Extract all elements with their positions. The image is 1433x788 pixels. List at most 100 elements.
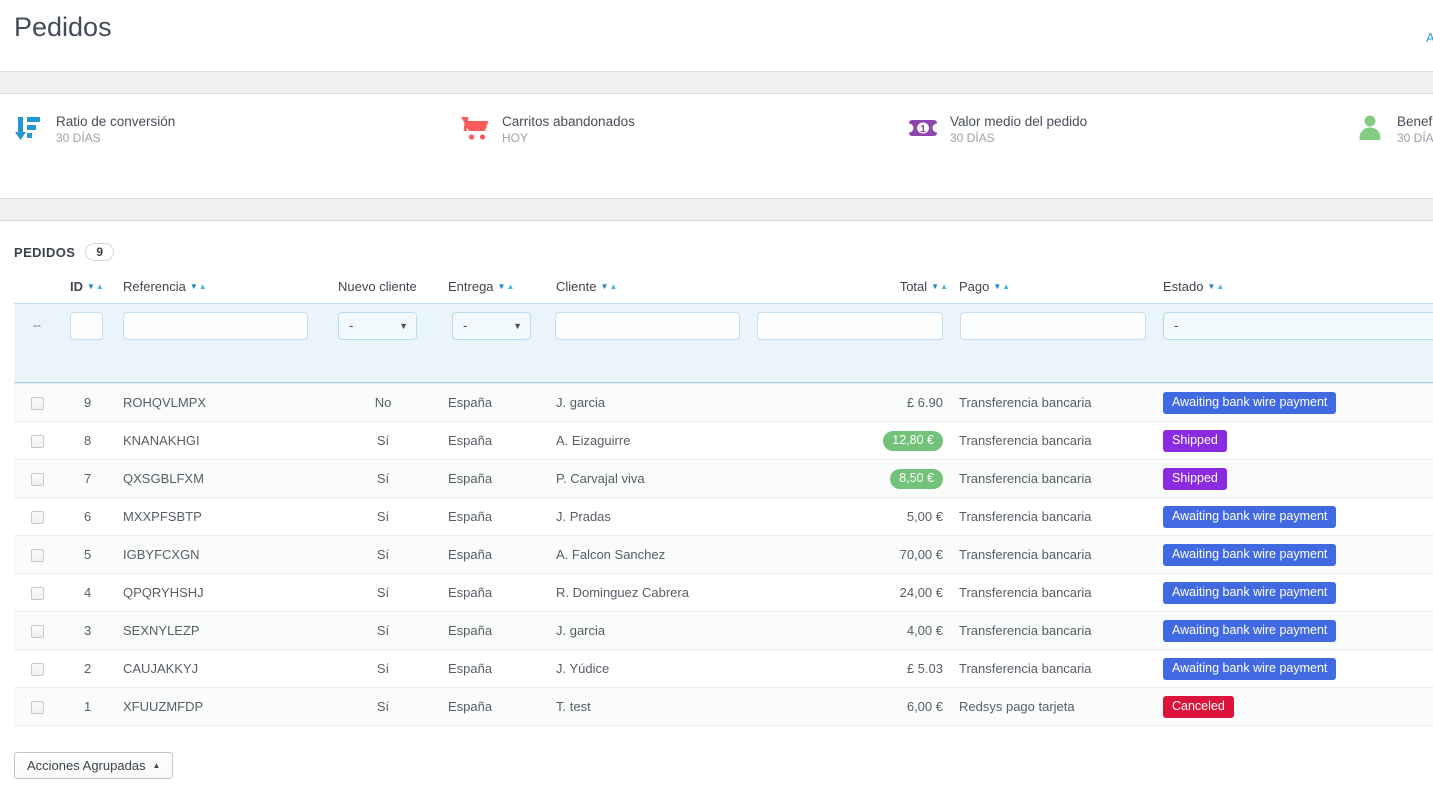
kpi-average-order-value[interactable]: 1 Valor medio del pedido 30 DÍAS (908, 113, 1087, 146)
bulk-actions-button[interactable]: Acciones Agrupadas ▲ (14, 752, 174, 779)
customer-name: R. Dominguez Cabrera (556, 585, 689, 600)
order-reference: ROHQVLMPX (123, 395, 207, 410)
column-header-id[interactable]: ID ▼▲ (70, 278, 104, 294)
sort-desc-icon[interactable]: ▼ (1207, 281, 1216, 291)
sort-desc-icon[interactable]: ▼ (87, 281, 95, 291)
sort-icons[interactable]: ▼▲ (87, 279, 104, 294)
new-customer-value: Sí (376, 585, 390, 600)
new-customer-value: Sí (376, 471, 390, 486)
column-header-delivery[interactable]: Entrega ▼▲ (448, 278, 515, 294)
sort-asc-icon[interactable]: ▲ (506, 281, 515, 291)
column-header-payment[interactable]: Pago ▼▲ (959, 278, 1011, 294)
sort-desc-icon[interactable]: ▼ (600, 281, 609, 291)
sort-desc-icon[interactable]: ▼ (497, 281, 506, 291)
chevron-down-icon: ▼ (513, 321, 522, 331)
delivery-country: España (448, 699, 493, 714)
kpi-label: Valor medio del pedido (950, 114, 1088, 129)
column-header-status[interactable]: Estado ▼▲ (1163, 278, 1225, 294)
table-row[interactable]: 7 QXSGBLFXM Sí España P. Carvajal viva 8… (14, 459, 1433, 497)
kpi-abandoned-carts[interactable]: Carritos abandonados HOY (460, 113, 635, 146)
row-checkbox[interactable] (31, 397, 44, 411)
kpi-net-profit[interactable]: Beneficio neto por visitante 30 DÍAS (1355, 113, 1433, 146)
table-header-row: ID ▼▲ Referencia ▼▲ Nuevo cliente Entrega ▼… (14, 269, 1433, 303)
order-total: 12,80 € (883, 430, 943, 451)
table-row[interactable]: 2 CAUJAKKYJ Sí España J. Yúdice £ 5.03 T… (14, 649, 1433, 687)
sort-icons[interactable]: ▼▲ (993, 279, 1010, 294)
kpi-sublabel: 30 DÍAS (56, 131, 101, 145)
row-checkbox[interactable] (31, 473, 44, 487)
page-title: Pedidos (14, 12, 112, 42)
sort-desc-icon[interactable]: ▼ (993, 281, 1002, 291)
divider-band (0, 198, 1433, 221)
filter-select-all[interactable]: -- (33, 318, 41, 332)
sort-asc-icon[interactable]: ▲ (609, 281, 618, 291)
sort-asc-icon[interactable]: ▲ (940, 281, 948, 291)
sort-asc-icon[interactable]: ▲ (1216, 281, 1225, 291)
column-header-total[interactable]: Total ▼▲ (899, 278, 948, 294)
order-reference: QPQRYHSHJ (123, 585, 204, 600)
payment-method: Transferencia bancaria (959, 547, 1092, 562)
sort-icons[interactable]: ▼▲ (190, 279, 207, 294)
status-badge: Shipped (1163, 467, 1227, 490)
cart-icon (461, 117, 489, 140)
status-badge: Shipped (1163, 429, 1227, 452)
status-badge: Awaiting bank wire payment (1163, 657, 1337, 680)
table-row[interactable]: 1 XFUUZMFDP Sí España T. test 6,00 € Red… (14, 687, 1433, 725)
kpi-label: Beneficio neto por visitante (1397, 114, 1433, 129)
column-header-reference[interactable]: Referencia ▼▲ (123, 278, 207, 294)
payment-method: Transferencia bancaria (959, 395, 1092, 410)
sort-desc-icon[interactable]: ▼ (189, 281, 198, 291)
row-checkbox[interactable] (31, 511, 44, 525)
row-checkbox[interactable] (31, 625, 44, 639)
kpi-sublabel: 30 DÍAS (950, 131, 995, 145)
row-checkbox[interactable] (31, 549, 44, 563)
customer-name: P. Carvajal viva (556, 471, 645, 486)
order-id: 3 (84, 623, 92, 638)
sort-icons[interactable]: ▼▲ (1207, 279, 1224, 294)
filter-delivery-select[interactable]: - ▼ (452, 312, 531, 340)
table-row[interactable]: 8 KNANAKHGI Sí España A. Eizaguirre 12,8… (14, 421, 1433, 459)
status-badge: Awaiting bank wire payment (1163, 543, 1337, 566)
sort-icons[interactable]: ▼▲ (931, 279, 948, 294)
filter-reference-input[interactable] (123, 312, 308, 340)
filter-payment-input[interactable] (960, 312, 1146, 340)
order-id: 7 (84, 471, 92, 486)
table-row[interactable]: 9 ROHQVLMPX No España J. garcia £ 6.90 T… (14, 383, 1433, 421)
row-checkbox[interactable] (31, 587, 44, 601)
filter-status-select[interactable]: - ▼ (1163, 312, 1433, 340)
customer-name: J. garcia (556, 395, 606, 410)
filter-total-input[interactable] (757, 312, 943, 340)
table-row[interactable]: 5 IGBYFCXGN Sí España A. Falcon Sanchez … (14, 535, 1433, 573)
table-body: 9 ROHQVLMPX No España J. garcia £ 6.90 T… (14, 383, 1433, 726)
customer-name: J. Yúdice (556, 661, 610, 676)
customer-name: J. Pradas (556, 509, 611, 524)
sort-asc-icon[interactable]: ▲ (1002, 281, 1011, 291)
chevron-up-icon: ▲ (152, 761, 161, 770)
table-row[interactable]: 4 QPQRYHSHJ Sí España R. Dominguez Cabre… (14, 573, 1433, 611)
kpi-conversion-rate[interactable]: Ratio de conversión 30 DÍAS (14, 113, 175, 146)
row-checkbox[interactable] (31, 701, 44, 715)
delivery-country: España (448, 471, 493, 486)
table-row[interactable]: 3 SEXNYLEZP Sí España J. garcia 4,00 € T… (14, 611, 1433, 649)
payment-method: Transferencia bancaria (959, 623, 1092, 638)
sort-icons[interactable]: ▼▲ (498, 279, 515, 294)
help-link[interactable]: Ayuda (1426, 30, 1433, 45)
filter-new-customer-select[interactable]: - ▼ (338, 312, 417, 340)
filter-id-input[interactable] (70, 312, 103, 340)
row-checkbox[interactable] (31, 663, 44, 677)
filter-customer-input[interactable] (555, 312, 740, 340)
sort-icons[interactable]: ▼▲ (600, 279, 617, 294)
row-checkbox[interactable] (31, 435, 44, 449)
table-row[interactable]: 6 MXXPFSBTP Sí España J. Pradas 5,00 € T… (14, 497, 1433, 535)
order-total: 70,00 € (899, 547, 943, 562)
column-header-customer[interactable]: Cliente ▼▲ (556, 278, 618, 294)
status-badge: Awaiting bank wire payment (1163, 391, 1337, 414)
customer-name: A. Falcon Sanchez (556, 547, 666, 562)
kpi-label: Carritos abandonados (502, 114, 635, 129)
sort-asc-icon[interactable]: ▲ (95, 281, 104, 291)
sort-desc-icon[interactable]: ▼ (931, 281, 940, 291)
sort-asc-icon[interactable]: ▲ (198, 281, 207, 291)
panel-heading: PEDIDOS 9 (0, 221, 1433, 269)
order-reference: CAUJAKKYJ (123, 661, 199, 676)
order-total: 8,50 € (890, 468, 943, 489)
